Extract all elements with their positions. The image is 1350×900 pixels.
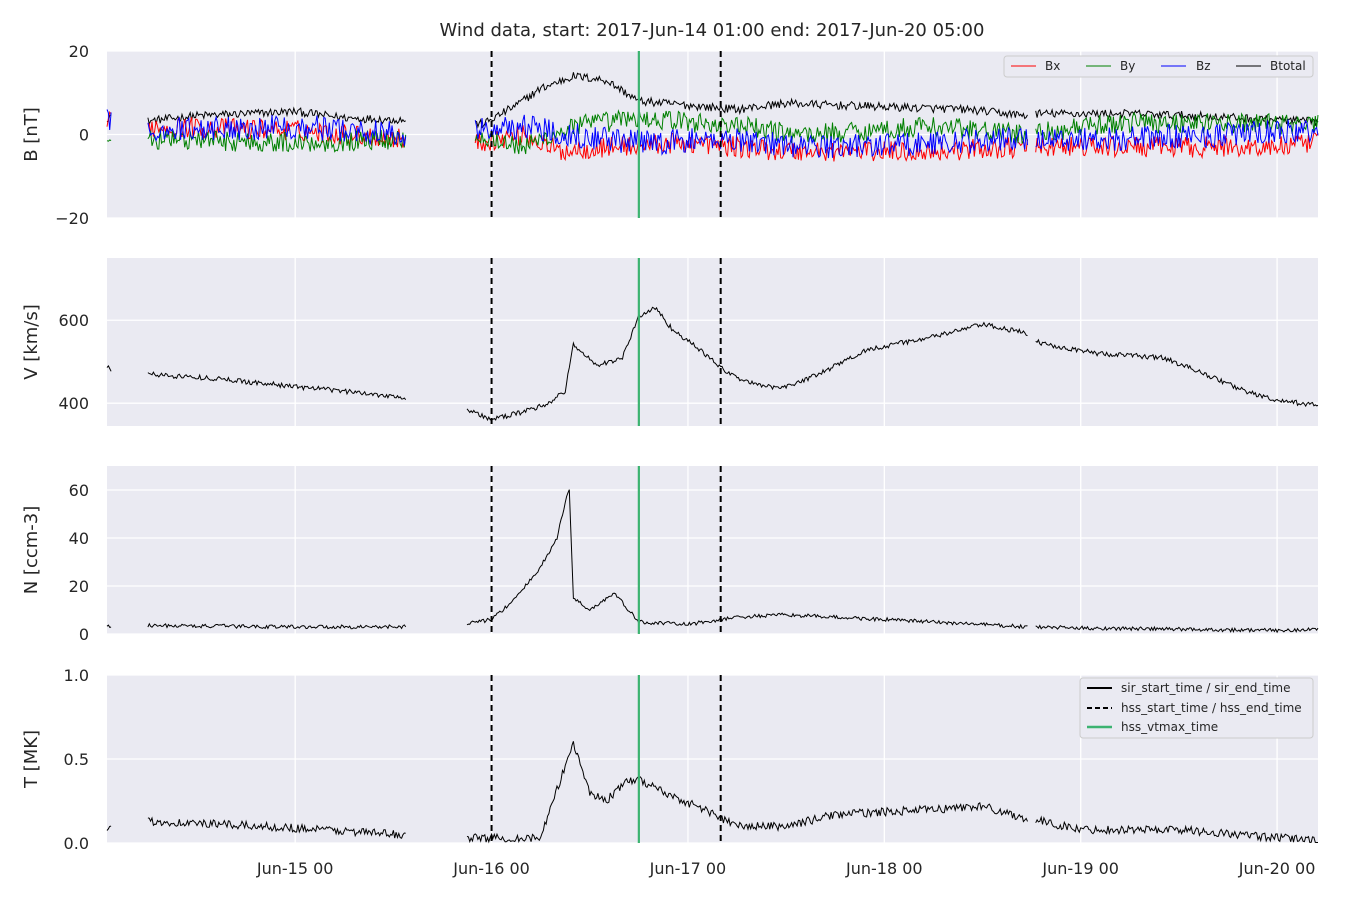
series-n [106, 489, 1319, 634]
x-axis-ticks: Jun-15 00 Jun-16 00 Jun-17 00 Jun-18 00 Jun-… [256, 859, 1315, 878]
x-tick-label: Jun-18 00 [845, 859, 923, 878]
panel-n-series [106, 489, 1319, 634]
y-tick-label: 0.5 [64, 750, 89, 769]
panel-n-events [490, 466, 722, 634]
events-legend-label-sir: sir_start_time / sir_end_time [1121, 681, 1291, 695]
series-bz [106, 109, 1319, 159]
panel-b-yticks: −20 0 20 [55, 42, 89, 228]
events-legend-label-vtmax: hss_vtmax_time [1121, 720, 1218, 734]
panel-n-yticks: 0 20 40 60 [69, 481, 89, 644]
panel-b-ylabel: B [nT] [21, 107, 42, 162]
y-tick-label: −20 [55, 209, 89, 228]
panel-t-ylabel: T [MK] [21, 730, 42, 789]
x-tick-label: Jun-17 00 [649, 859, 727, 878]
x-tick-label: Jun-19 00 [1041, 859, 1119, 878]
y-tick-label: 400 [58, 394, 89, 413]
y-tick-label: 20 [69, 42, 89, 61]
panel-v-events [490, 258, 722, 426]
panel-t-series [106, 741, 1318, 844]
x-tick-label: Jun-16 00 [452, 859, 530, 878]
panel-n-ylabel: N [ccm-3] [21, 506, 42, 595]
b-legend: Bx By Bz Btotal [1003, 55, 1314, 78]
y-tick-label: 20 [69, 577, 89, 596]
y-tick-label: 0 [79, 126, 89, 145]
panel-t-grid [107, 674, 1318, 844]
chart-title: Wind data, start: 2017-Jun-14 01:00 end:… [440, 20, 985, 41]
series-t [106, 741, 1318, 844]
panel-v: 400 600 V [km/s] [21, 258, 1319, 426]
panel-b-grid [107, 50, 1318, 219]
y-tick-label: 0 [79, 625, 89, 644]
y-tick-label: 60 [69, 481, 89, 500]
panel-v-background [107, 258, 1318, 426]
y-tick-label: 1.0 [64, 666, 89, 685]
events-legend-label-hss: hss_start_time / hss_end_time [1121, 701, 1302, 715]
panel-v-series [106, 306, 1319, 422]
b-legend-label-bz: Bz [1196, 59, 1211, 73]
x-tick-label: Jun-15 00 [256, 859, 334, 878]
panel-t: 0.0 0.5 1.0 T [MK] sir_start_time / sir_en… [21, 666, 1318, 853]
panel-n-grid [107, 466, 1318, 635]
b-legend-box [1003, 55, 1314, 78]
x-tick-label: Jun-20 00 [1238, 859, 1316, 878]
y-tick-label: 600 [58, 311, 89, 330]
panel-b: −20 0 20 B [nT] Bx By Bz Btotal [21, 42, 1319, 228]
panel-v-yticks: 400 600 [58, 311, 89, 413]
panel-n-background [107, 466, 1318, 634]
series-by [106, 108, 1319, 155]
panel-n: 0 20 40 60 N [ccm-3] [21, 466, 1319, 644]
series-v [106, 306, 1319, 422]
y-tick-label: 40 [69, 529, 89, 548]
events-legend: sir_start_time / sir_end_time hss_start_… [1079, 677, 1314, 739]
panel-v-ylabel: V [km/s] [21, 304, 42, 379]
panel-b-events [490, 51, 722, 218]
events-legend-box [1079, 677, 1314, 739]
b-legend-label-bx: Bx [1045, 59, 1060, 73]
panel-t-yticks: 0.0 0.5 1.0 [64, 666, 89, 853]
b-legend-label-by: By [1120, 59, 1135, 73]
panel-t-events [490, 675, 722, 843]
b-legend-label-btotal: Btotal [1270, 59, 1306, 73]
y-tick-label: 0.0 [64, 834, 89, 853]
panel-b-series [106, 72, 1319, 162]
